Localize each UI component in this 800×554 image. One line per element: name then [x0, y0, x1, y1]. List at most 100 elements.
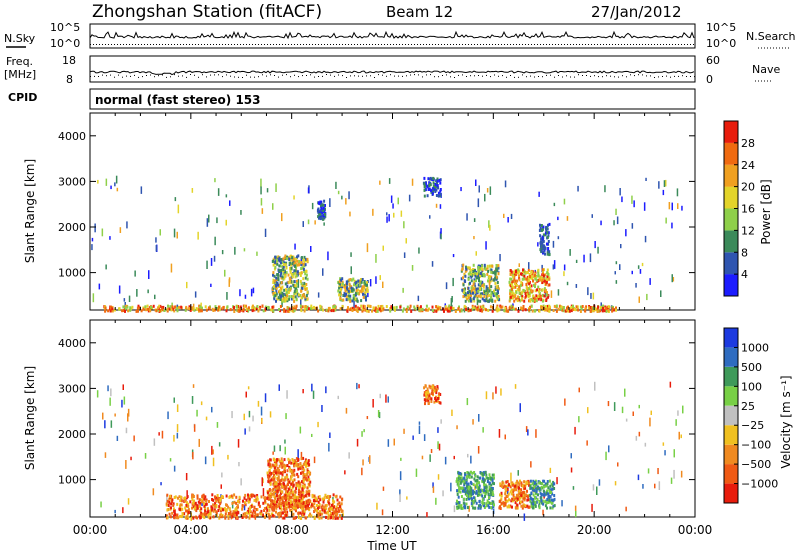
echo-cell — [267, 512, 270, 516]
colorbar-segment — [724, 464, 738, 484]
echo-cell — [461, 267, 464, 271]
echo-cell — [529, 275, 531, 278]
echo-cell — [249, 508, 251, 512]
echo-cell — [276, 484, 279, 488]
echo-cell — [159, 309, 161, 313]
echo-cell — [194, 291, 197, 298]
echo-cell — [439, 189, 442, 193]
echo-cell — [548, 252, 551, 256]
echo-cell — [345, 292, 348, 296]
nave-dot — [210, 74, 211, 76]
nave-dot — [598, 76, 599, 78]
echo-cell — [360, 280, 363, 284]
echo-cell — [228, 495, 231, 499]
echo-cell — [440, 228, 442, 234]
echo-cell — [283, 485, 286, 488]
echo-cell — [293, 459, 296, 463]
echo-cell — [301, 480, 303, 484]
echo-cell — [211, 506, 214, 510]
echo-cell — [125, 460, 127, 469]
colorbar-segment — [724, 386, 738, 406]
echo-cell — [297, 511, 300, 519]
echo-cell — [542, 489, 545, 493]
echo-cell — [286, 464, 289, 467]
echo-cell — [457, 506, 460, 510]
echo-cell — [290, 488, 293, 492]
echo-cell — [312, 499, 315, 503]
echo-cell — [273, 274, 276, 278]
echo-cell — [218, 442, 221, 447]
echo-cell — [541, 293, 544, 297]
echo-cell — [579, 305, 582, 309]
echo-cell — [104, 452, 107, 458]
echo-cell — [467, 474, 470, 478]
echo-cell — [470, 455, 472, 464]
echo-cell — [427, 401, 430, 405]
echo-cell — [485, 502, 488, 506]
echo-cell — [469, 299, 472, 303]
nsearch-dot — [507, 44, 508, 45]
echo-cell — [323, 505, 326, 509]
echo-cell — [518, 498, 521, 502]
echo-cell — [423, 393, 426, 397]
echo-cell — [290, 461, 293, 465]
echo-cell — [424, 392, 427, 396]
nsearch-dot — [246, 44, 247, 45]
echo-cell — [417, 306, 420, 310]
echo-cell — [211, 493, 214, 497]
echo-cell — [331, 512, 334, 515]
nave-dot — [234, 76, 235, 78]
echo-cell — [178, 305, 180, 309]
echo-cell — [170, 506, 172, 510]
nsearch-dot — [612, 44, 613, 45]
echo-cell — [310, 505, 313, 509]
echo-cell — [212, 515, 215, 519]
echo-cell — [614, 271, 616, 275]
echo-cell — [444, 305, 447, 309]
echo-cell — [528, 308, 530, 312]
echo-cell — [322, 209, 325, 212]
echo-cell — [256, 251, 258, 256]
nave-dot — [278, 76, 279, 78]
echo-cell — [274, 255, 277, 259]
echo-cell — [298, 487, 300, 491]
echo-cell — [306, 277, 309, 281]
echo-cell — [504, 490, 507, 494]
echo-cell — [192, 505, 195, 509]
echo-cell — [294, 261, 297, 264]
echo-cell — [171, 500, 173, 504]
echo-cell — [459, 476, 462, 480]
echo-cell — [548, 489, 551, 493]
echo-cell — [431, 309, 434, 313]
echo-cell — [269, 474, 272, 478]
nave-dot — [458, 74, 459, 76]
echo-cell — [309, 512, 312, 516]
nave-dot — [370, 75, 371, 77]
nsearch-dot — [171, 44, 172, 45]
echo-cell — [459, 472, 462, 475]
nave-dot — [126, 75, 127, 77]
echo-cell — [176, 231, 178, 239]
echo-cell — [504, 497, 507, 501]
echo-cell — [279, 281, 282, 285]
nave-dot — [454, 77, 455, 78]
echo-cell — [251, 306, 254, 310]
echo-cell — [288, 276, 291, 280]
nave-dot — [494, 74, 495, 76]
echo-cell — [506, 505, 509, 509]
echo-cell — [285, 413, 287, 420]
echo-cell — [426, 512, 428, 518]
echo-cell — [341, 304, 344, 308]
echo-cell — [284, 466, 286, 470]
date-label: 27/Jan/2012 — [591, 3, 682, 21]
echo-cell — [260, 178, 262, 188]
echo-cell — [547, 240, 550, 243]
nsearch-dot — [345, 44, 346, 45]
nsearch-dot — [123, 44, 124, 45]
echo-cell — [177, 496, 179, 500]
echo-cell — [140, 309, 143, 313]
echo-cell — [473, 236, 475, 240]
echo-cell — [300, 296, 303, 300]
echo-cell — [293, 516, 296, 520]
